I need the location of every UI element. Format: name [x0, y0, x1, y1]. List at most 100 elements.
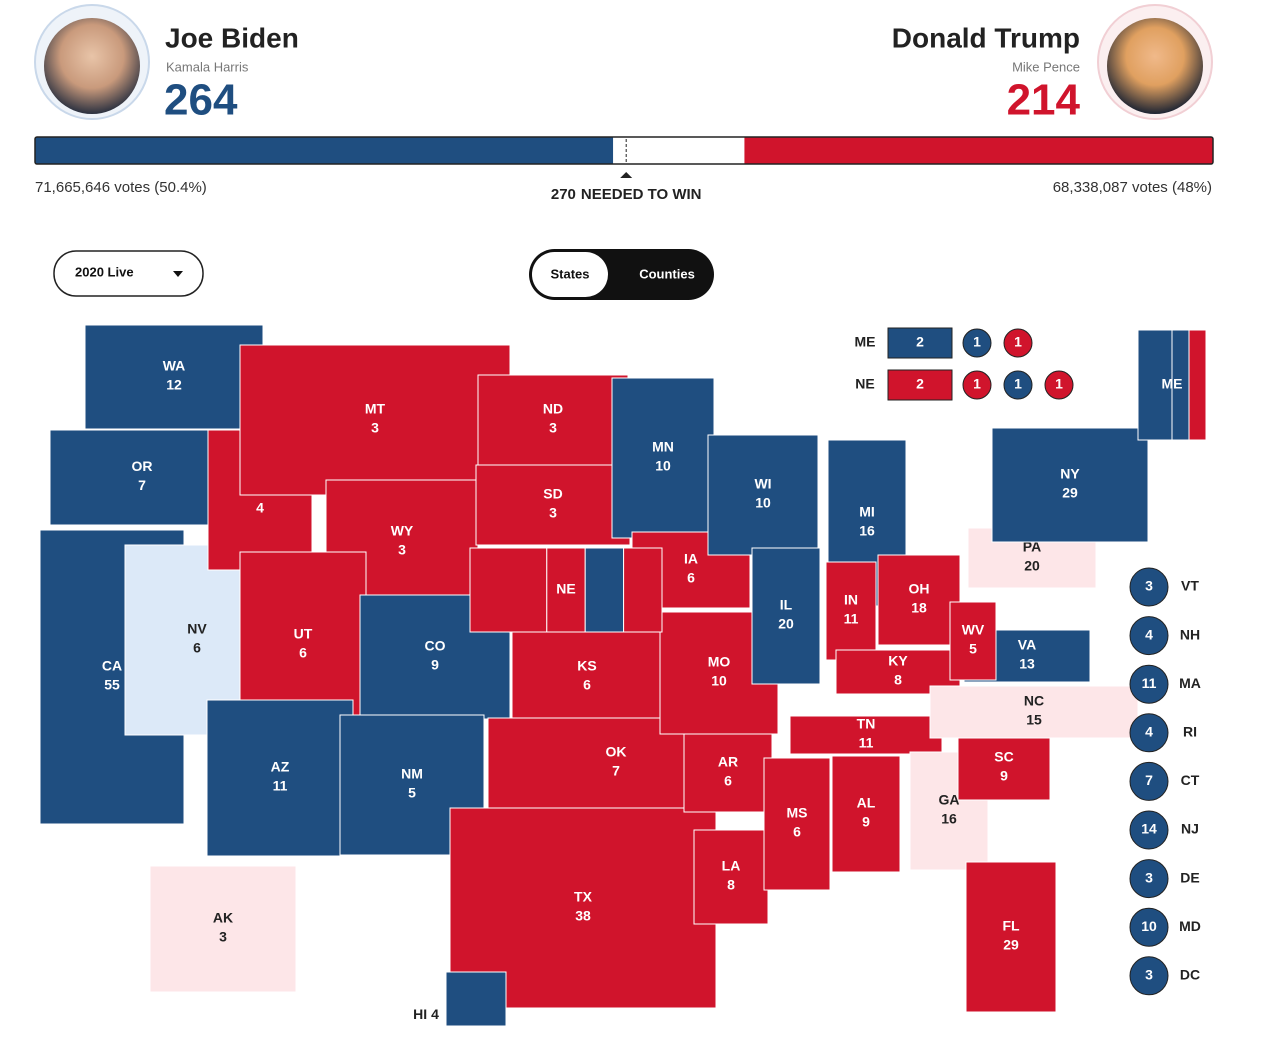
state[interactable]	[877, 554, 961, 646]
state-abbr: IN	[844, 592, 858, 608]
state-abbr: ND	[543, 401, 563, 417]
state[interactable]	[511, 631, 663, 723]
bar-segment	[744, 137, 1213, 164]
district-stripe[interactable]	[1188, 329, 1207, 441]
state-votes: 4	[431, 1006, 439, 1022]
state[interactable]	[239, 344, 511, 496]
district-box[interactable]	[887, 369, 953, 401]
state-abbr: AL	[857, 795, 876, 811]
state-abbr: NV	[187, 621, 207, 637]
threshold-text: NEEDED TO WIN	[581, 186, 702, 203]
popular-votes: 71,665,646 votes (50.4%)	[35, 179, 207, 196]
state-abbr: AK	[213, 910, 233, 926]
district-stripe[interactable]	[584, 547, 625, 633]
state[interactable]	[965, 861, 1057, 1013]
year-dropdown[interactable]	[53, 250, 204, 297]
state-abbr: SD	[543, 486, 562, 502]
toggle-option[interactable]: Counties	[639, 266, 695, 281]
small-state-badge[interactable]	[1129, 713, 1169, 753]
split-label: ME	[855, 334, 876, 350]
small-state-badge[interactable]	[1129, 859, 1169, 899]
state-abbr: WA	[163, 358, 186, 374]
state[interactable]	[707, 434, 819, 556]
district-circle[interactable]	[1003, 370, 1033, 400]
state[interactable]	[693, 829, 769, 925]
district-circle[interactable]	[962, 328, 992, 358]
state-abbr: CA	[102, 658, 122, 674]
state-abbr: OK	[606, 744, 627, 760]
state-votes: 38	[575, 908, 591, 924]
state-abbr: MS	[787, 805, 808, 821]
state-votes: 6	[193, 640, 201, 656]
state-votes: 6	[299, 645, 307, 661]
running-mate: Mike Pence	[1012, 59, 1080, 74]
state-votes: 9	[1000, 768, 1008, 784]
state-votes: 6	[583, 677, 591, 693]
small-state-badge[interactable]	[1129, 567, 1169, 607]
state-abbr: LA	[722, 858, 741, 874]
small-state-badge[interactable]	[1129, 761, 1169, 801]
district-circle[interactable]	[1044, 370, 1074, 400]
district-stripe[interactable]	[546, 547, 586, 633]
state-votes: 5	[969, 641, 977, 657]
state-votes: 55	[104, 677, 120, 693]
dropdown-label[interactable]: 2020 Live	[75, 264, 134, 279]
state-abbr: AR	[718, 754, 738, 770]
state-votes: 9	[862, 814, 870, 830]
state-abbr: OH	[909, 581, 930, 597]
state[interactable]	[206, 699, 354, 857]
state-votes: 3	[549, 420, 557, 436]
small-state-abbr: CT	[1181, 772, 1200, 788]
state-votes: 7	[612, 763, 620, 779]
toggle-active[interactable]	[532, 252, 608, 297]
district-box[interactable]	[887, 327, 953, 359]
state[interactable]	[683, 733, 773, 813]
state-votes: 7	[138, 477, 146, 493]
state-votes: 16	[941, 811, 957, 827]
small-state-badge[interactable]	[1129, 810, 1169, 850]
state-abbr: SC	[994, 749, 1013, 765]
candidate-name: Donald Trump	[892, 22, 1080, 53]
state-abbr: VA	[1018, 637, 1036, 653]
state-votes: 10	[655, 458, 671, 474]
state[interactable]	[445, 971, 507, 1027]
small-state-badge[interactable]	[1129, 664, 1169, 704]
district-stripe[interactable]	[469, 547, 548, 633]
popular-votes: 68,338,087 votes (48%)	[1053, 179, 1212, 196]
state-abbr: HI	[413, 1006, 427, 1022]
district-circle[interactable]	[962, 370, 992, 400]
state[interactable]	[477, 374, 629, 466]
state[interactable]	[929, 685, 1139, 739]
small-state-badge[interactable]	[1129, 956, 1169, 996]
district-circle[interactable]	[1003, 328, 1033, 358]
state[interactable]	[949, 601, 997, 681]
small-state-badge[interactable]	[1129, 907, 1169, 947]
state-votes: 8	[727, 877, 735, 893]
state[interactable]	[149, 865, 297, 993]
state-votes: 8	[894, 672, 902, 688]
state[interactable]	[789, 715, 943, 755]
state-votes: 5	[408, 785, 416, 801]
district-stripe[interactable]	[623, 547, 663, 633]
state[interactable]	[49, 429, 235, 526]
threshold-marker	[620, 172, 633, 178]
small-state-badge[interactable]	[1129, 616, 1169, 656]
small-state-votes: 3	[1145, 967, 1153, 983]
state-votes: 3	[219, 929, 227, 945]
state[interactable]	[84, 324, 264, 430]
electoral-votes: 264	[164, 76, 238, 125]
state-votes: 10	[755, 495, 771, 511]
state-abbr: WV	[962, 622, 985, 638]
state[interactable]	[751, 547, 821, 685]
state[interactable]	[475, 464, 631, 546]
toggle-option[interactable]: States	[550, 266, 589, 281]
state-abbr: NC	[1024, 693, 1044, 709]
district-votes: 1	[1014, 334, 1022, 350]
district-stripe[interactable]	[1137, 329, 1173, 441]
state[interactable]	[611, 377, 715, 539]
state[interactable]	[763, 757, 831, 891]
state-votes: 20	[1024, 558, 1040, 574]
state[interactable]	[831, 755, 901, 873]
state[interactable]	[991, 427, 1149, 543]
